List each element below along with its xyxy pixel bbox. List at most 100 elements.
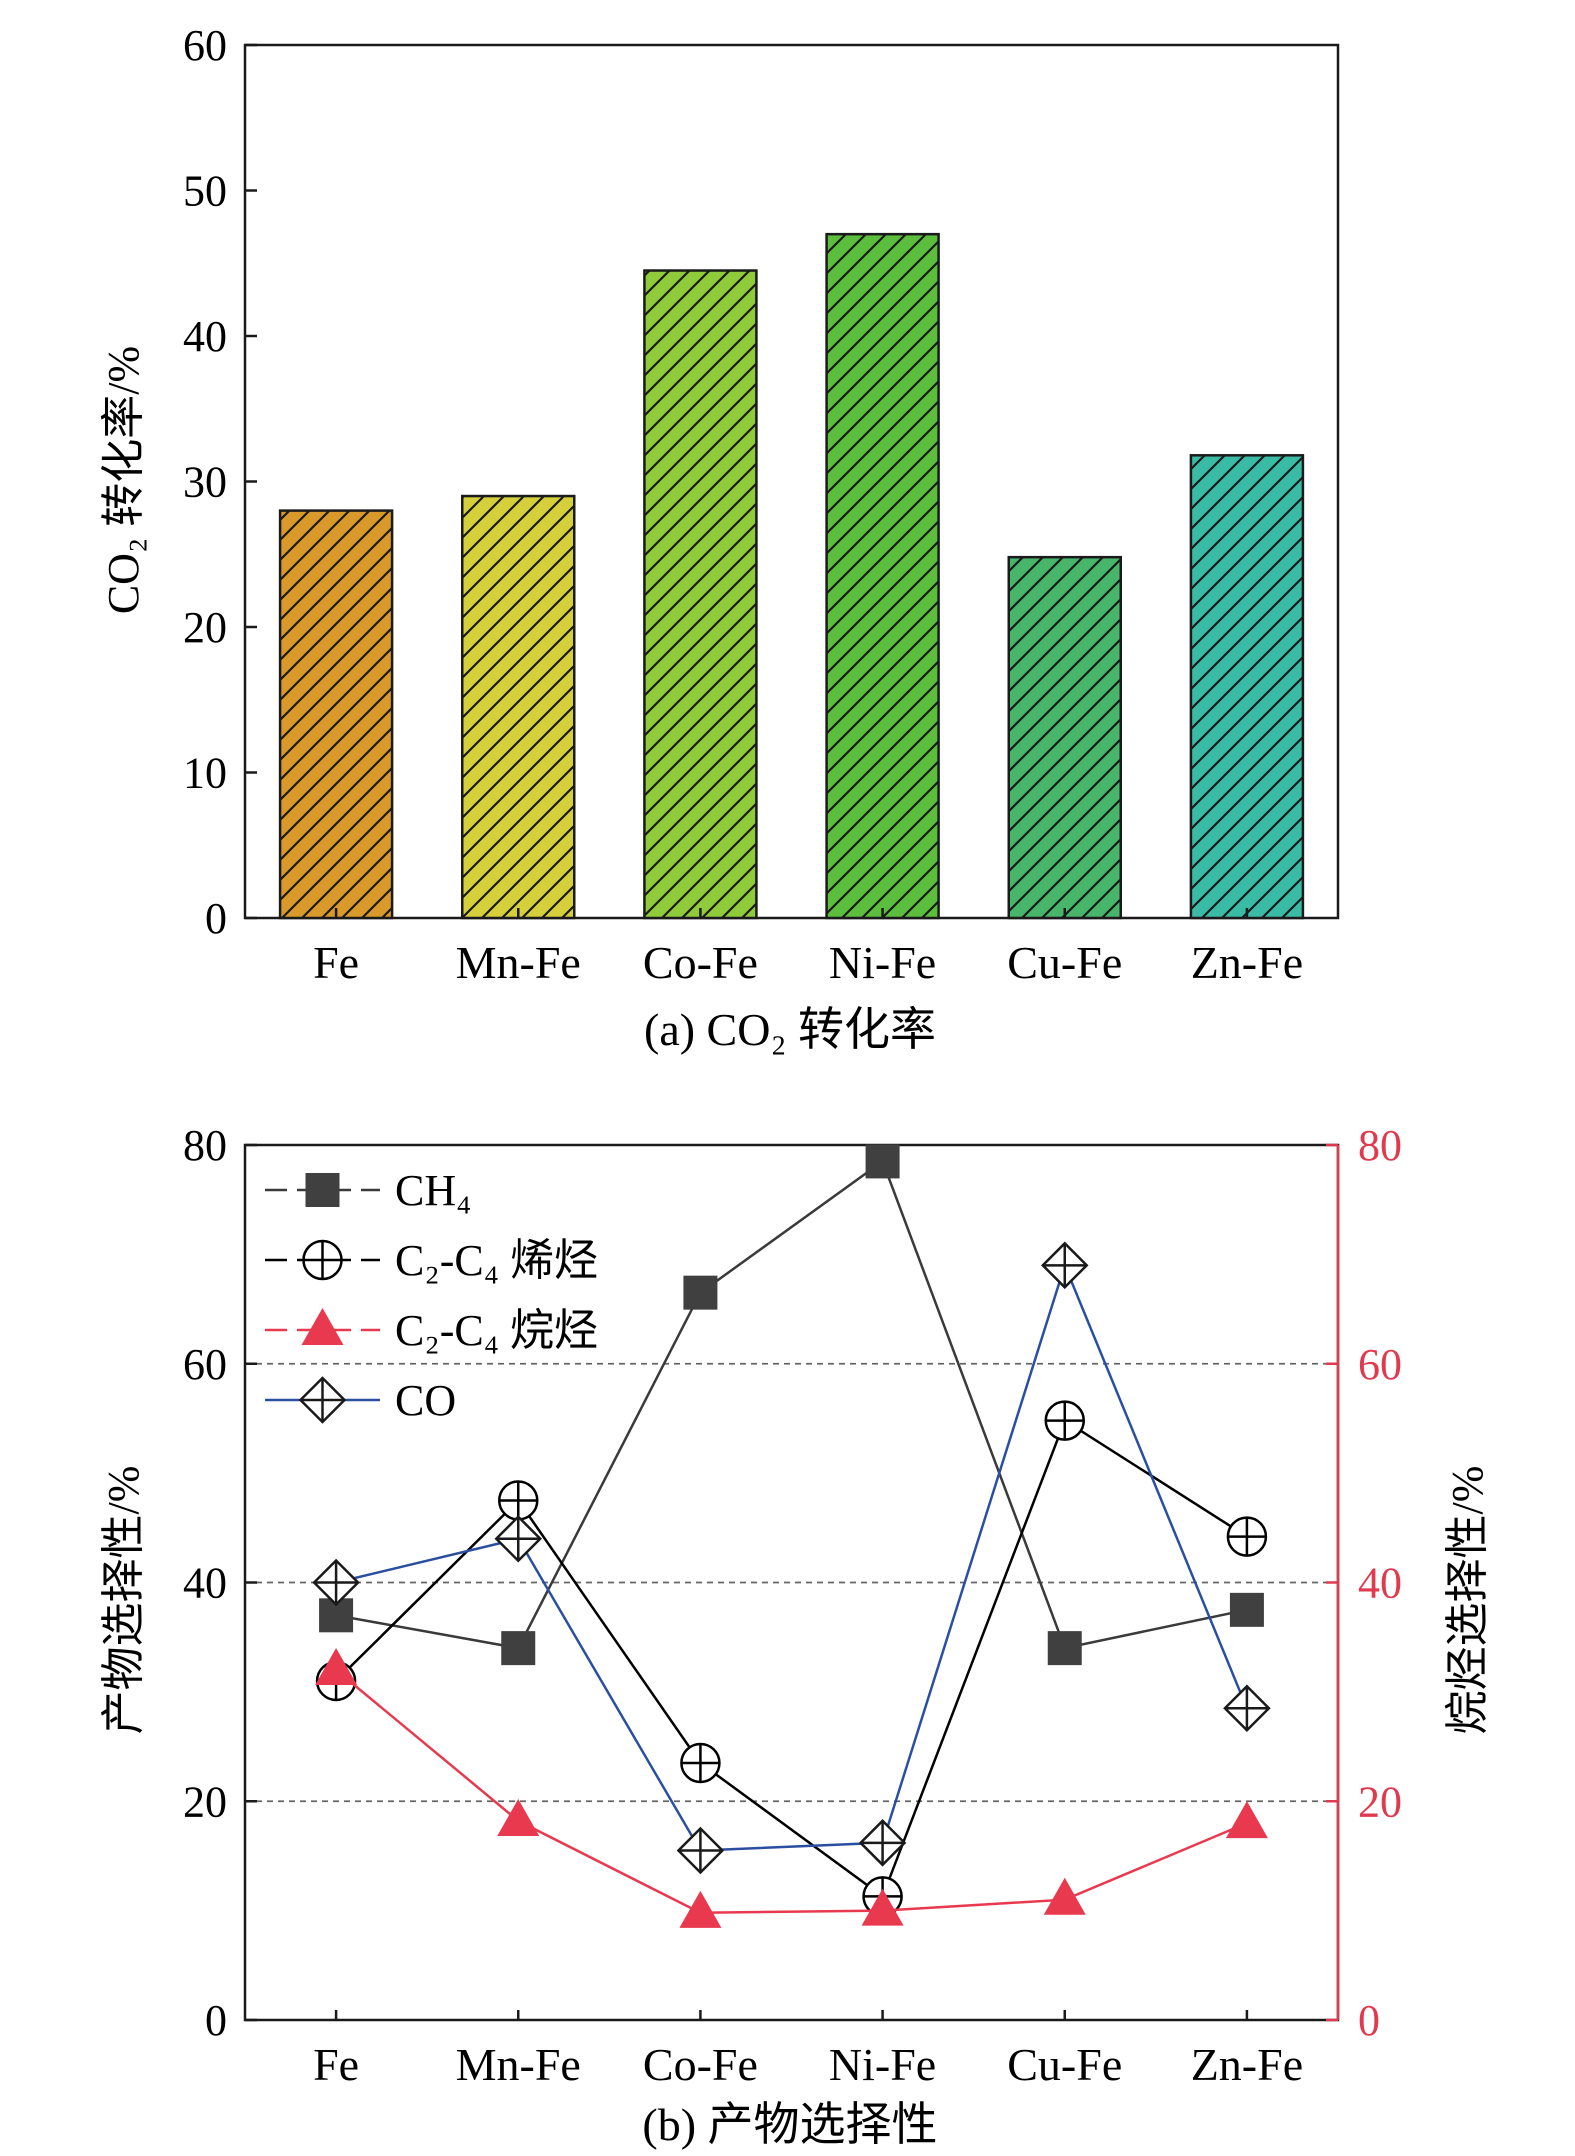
- triangle-marker: [497, 1798, 540, 1836]
- triangle-marker-shape: [301, 1308, 344, 1345]
- y-tick-label: 60: [183, 21, 227, 70]
- bar-ni-fe: [825, 232, 940, 920]
- circle-plus-marker: [498, 1480, 539, 1521]
- triangle-marker: [1225, 1801, 1268, 1839]
- series-circle-plus: [315, 1400, 1268, 1917]
- triangle-marker: [315, 1648, 358, 1685]
- legend-item: CO: [265, 1376, 456, 1425]
- x-tick-label: Cu-Fe: [1007, 937, 1122, 988]
- bar-mn-fe: [461, 494, 576, 920]
- left-y-ticks: 0 20 40 60 80: [183, 1121, 257, 2045]
- x-tick-label: Fe: [313, 937, 359, 988]
- right-y-tick-label: 80: [1358, 1121, 1402, 1170]
- legend-label: C₂-C₄ 烯烃: [395, 1236, 598, 1285]
- bar-chart-x-ticks: Fe Mn-Fe Co-Fe Ni-Fe Cu-Fe Zn-Fe: [313, 908, 1303, 988]
- square-marker-shape: [865, 1144, 900, 1179]
- series-line: [335, 1418, 1248, 1899]
- square-marker-shape: [305, 1173, 340, 1207]
- right-y-tick-label: 40: [1358, 1559, 1402, 1608]
- bar-fe: [278, 509, 394, 920]
- circle-plus-marker: [1226, 1516, 1268, 1557]
- bar-chart-caption: (a) CO₂ 转化率: [644, 1004, 936, 1055]
- bar-hatch: [1189, 454, 1305, 920]
- diamond-plus-marker: [1223, 1684, 1271, 1733]
- left-y-axis-label: 产物选择性/%: [99, 1466, 148, 1735]
- bar-chart-panel: 0 10 20 30 40 50 60 Fe Mn-Fe Co-Fe Ni-Fe Cu-Fe Zn-F…: [99, 21, 1340, 1055]
- left-y-tick-label: 80: [183, 1121, 227, 1170]
- x-tick-label: Zn-Fe: [1191, 2039, 1303, 2090]
- diamond-plus-marker: [494, 1514, 543, 1563]
- series-triangle: [315, 1648, 1268, 1928]
- series-line: [335, 1261, 1249, 1852]
- y-tick-label: 10: [183, 749, 227, 798]
- legend: CH₄ C₂-C₄ 烯烃 C₂-C₄ 烷烃 CO: [265, 1166, 598, 1425]
- square-marker-shape: [1047, 1631, 1082, 1666]
- bar-chart-y-ticks: 0 10 20 30 40 50 60: [183, 21, 257, 943]
- diamond-plus-marker: [676, 1826, 725, 1875]
- triangle-marker: [301, 1308, 344, 1345]
- legend-label: C₂-C₄ 烷烃: [395, 1306, 598, 1355]
- left-y-tick-label: 60: [183, 1340, 227, 1389]
- triangle-marker-shape: [679, 1890, 722, 1928]
- bar-hatch: [278, 509, 394, 920]
- series-line: [335, 1669, 1248, 1915]
- square-marker-shape: [501, 1631, 536, 1666]
- x-tick-label: Co-Fe: [643, 2039, 758, 2090]
- x-tick-label: Zn-Fe: [1191, 937, 1303, 988]
- circle-plus-marker: [1044, 1400, 1085, 1441]
- triangle-marker-shape: [1043, 1877, 1086, 1915]
- y-tick-label: 0: [205, 894, 227, 943]
- triangle-marker-shape: [1225, 1801, 1268, 1839]
- square-marker: [1047, 1631, 1082, 1666]
- line-chart-x-ticks: Fe Mn-Fe Co-Fe Ni-Fe Cu-Fe Zn-Fe: [313, 2010, 1303, 2090]
- bar-chart-y-axis-label: CO₂ 转化率/%: [99, 346, 148, 614]
- diamond-plus-marker: [312, 1558, 360, 1607]
- right-y-tick-label: 60: [1358, 1340, 1402, 1389]
- line-chart-panel: 0 20 40 60 80 0 20 40 60 80 Fe Mn-Fe Co-Fe Ni-Fe Cu-…: [99, 1121, 1492, 2150]
- triangle-marker-shape: [315, 1648, 358, 1685]
- series-line: [335, 1159, 1248, 1650]
- diamond-plus-marker: [858, 1819, 907, 1867]
- left-y-tick-label: 40: [183, 1559, 227, 1608]
- bar-series: [278, 232, 1305, 920]
- triangle-marker: [861, 1888, 904, 1926]
- x-tick-label: Mn-Fe: [456, 937, 581, 988]
- square-marker: [865, 1144, 900, 1179]
- x-tick-label: Ni-Fe: [829, 937, 936, 988]
- legend-item: C₂-C₄ 烯烃: [265, 1236, 598, 1285]
- bar-chart-frame: [243, 43, 1340, 920]
- bar-co-fe: [643, 269, 758, 920]
- square-marker: [501, 1631, 536, 1666]
- square-marker: [305, 1173, 340, 1207]
- y-tick-label: 40: [183, 312, 227, 361]
- circle-plus-marker: [680, 1742, 721, 1784]
- right-y-tick-label: 20: [1358, 1777, 1402, 1826]
- x-tick-label: Fe: [313, 2039, 359, 2090]
- triangle-marker-shape: [861, 1888, 904, 1926]
- x-tick-label: Cu-Fe: [1007, 2039, 1122, 2090]
- left-y-tick-label: 20: [183, 1777, 227, 1826]
- x-tick-label: Co-Fe: [643, 937, 758, 988]
- legend-item: C₂-C₄ 烷烃: [265, 1306, 598, 1355]
- y-tick-label: 30: [183, 458, 227, 507]
- legend-label: CO: [395, 1376, 456, 1425]
- x-tick-label: Ni-Fe: [829, 2039, 936, 2090]
- circle-plus-marker: [302, 1239, 343, 1281]
- left-y-tick-label: 0: [205, 1996, 227, 2045]
- right-y-tick-label: 0: [1358, 1996, 1380, 2045]
- right-y-axis-label: 烷烃选择性/%: [1443, 1466, 1492, 1735]
- y-tick-label: 20: [183, 603, 227, 652]
- line-chart-gridlines: [245, 1362, 1338, 1803]
- square-marker: [683, 1275, 718, 1310]
- right-y-ticks: 0 20 40 60 80: [1326, 1121, 1402, 2045]
- x-tick-label: Mn-Fe: [456, 2039, 581, 2090]
- triangle-marker: [1043, 1877, 1086, 1915]
- line-series-group: [312, 1144, 1271, 1928]
- triangle-marker-shape: [497, 1798, 540, 1836]
- y-tick-label: 50: [183, 167, 227, 216]
- bar-cu-fe: [1007, 555, 1122, 920]
- bar-hatch: [1007, 555, 1122, 920]
- square-marker: [1229, 1592, 1264, 1627]
- legend-item: CH₄: [265, 1166, 471, 1215]
